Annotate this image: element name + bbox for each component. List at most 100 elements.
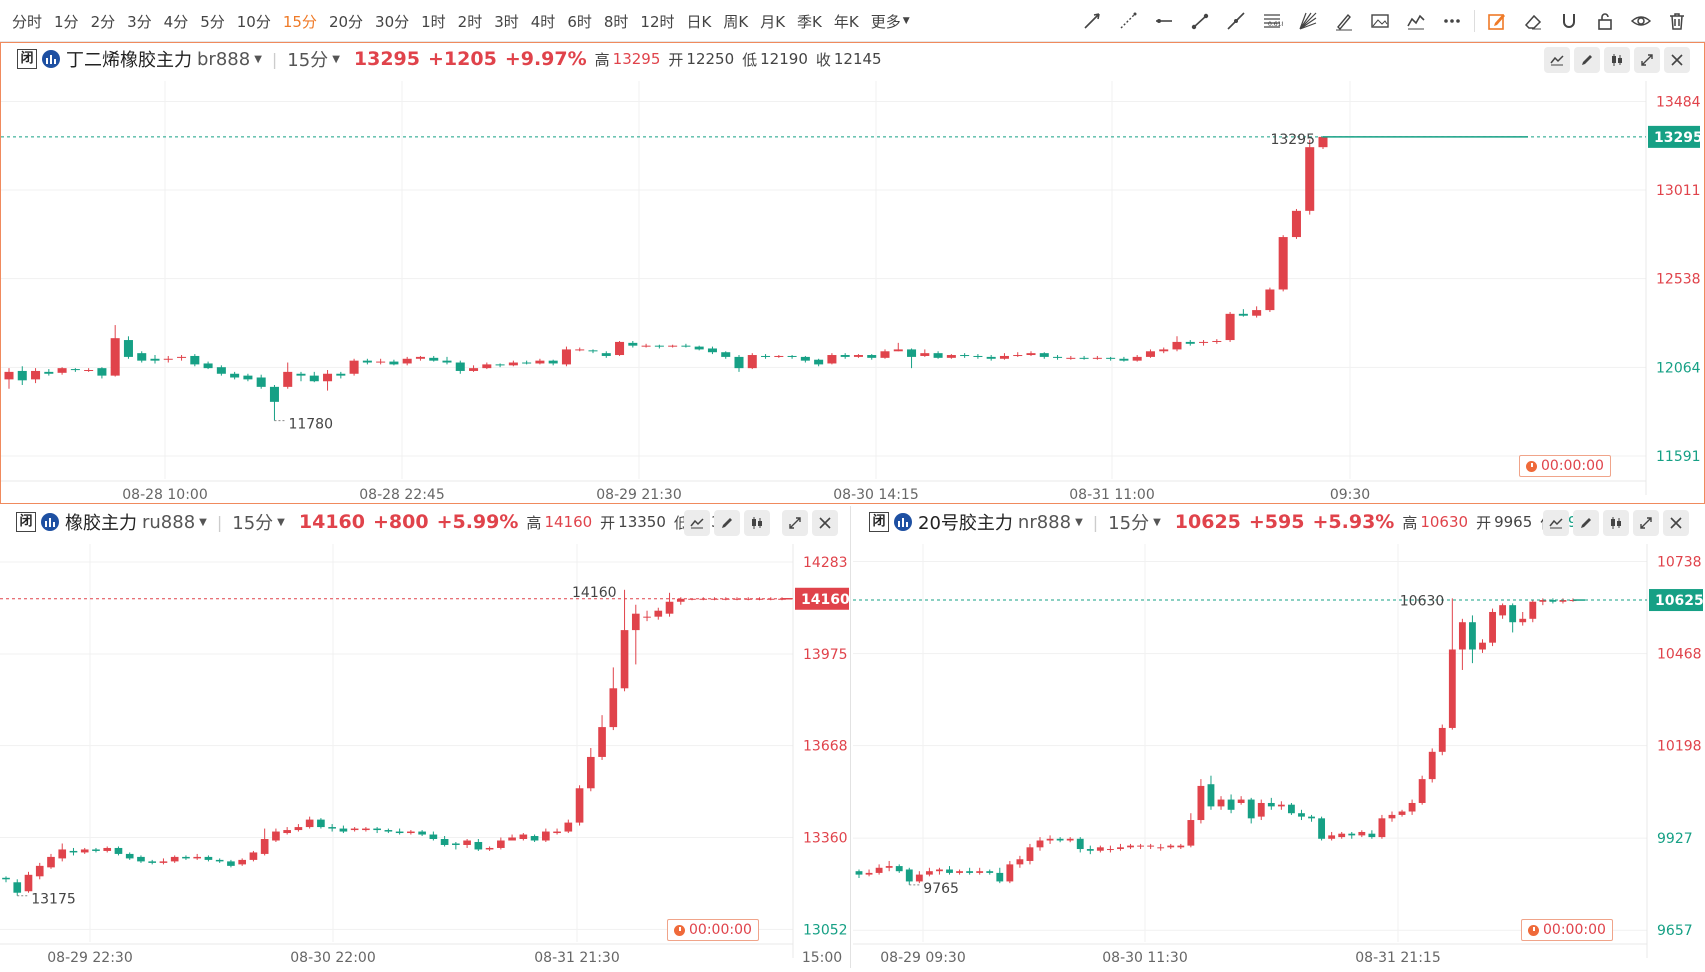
candle-body[interactable] bbox=[960, 355, 970, 357]
candle-body[interactable] bbox=[588, 350, 598, 352]
candle-body[interactable] bbox=[415, 356, 425, 359]
period-14[interactable]: 6时 bbox=[567, 12, 592, 31]
trash-tool[interactable] bbox=[1663, 7, 1691, 35]
draw-button[interactable] bbox=[1573, 510, 1599, 536]
candle-body[interactable] bbox=[1096, 847, 1104, 851]
candle-body[interactable] bbox=[216, 367, 226, 374]
candle-body[interactable] bbox=[1199, 341, 1209, 343]
candle-body[interactable] bbox=[575, 788, 584, 823]
candle-body[interactable] bbox=[598, 727, 606, 757]
candle-body[interactable] bbox=[747, 355, 757, 369]
period-18[interactable]: 周K bbox=[723, 12, 749, 31]
candle-body[interactable] bbox=[159, 861, 168, 863]
candle-body[interactable] bbox=[1277, 804, 1285, 807]
candle-body[interactable] bbox=[1132, 356, 1142, 361]
candle-body[interactable] bbox=[227, 861, 235, 866]
draw-button[interactable] bbox=[714, 510, 740, 536]
candle-body[interactable] bbox=[418, 831, 426, 835]
candle-body[interactable] bbox=[875, 867, 883, 873]
candle-body[interactable] bbox=[641, 345, 651, 347]
chart-type-icon[interactable] bbox=[41, 513, 59, 531]
candle-body[interactable] bbox=[1207, 784, 1215, 807]
candle-body[interactable] bbox=[485, 847, 494, 850]
fibonacci-tool[interactable]: 0.618 bbox=[1258, 7, 1286, 35]
period-19[interactable]: 月K bbox=[760, 12, 786, 31]
candle-body[interactable] bbox=[305, 819, 314, 828]
candle-body[interactable] bbox=[654, 610, 663, 617]
candle-body[interactable] bbox=[1368, 833, 1376, 838]
candle-body[interactable] bbox=[69, 850, 78, 853]
candle-body[interactable] bbox=[384, 830, 393, 832]
candle-body[interactable] bbox=[272, 831, 280, 841]
candle-body[interactable] bbox=[203, 363, 213, 369]
candle-body[interactable] bbox=[1247, 799, 1255, 819]
candle-body[interactable] bbox=[1479, 642, 1486, 650]
candle-body[interactable] bbox=[721, 352, 731, 357]
candle-body[interactable] bbox=[1252, 310, 1262, 316]
candle-body[interactable] bbox=[35, 865, 44, 877]
candle-body[interactable] bbox=[999, 355, 1009, 359]
close-panel-button[interactable] bbox=[812, 510, 838, 536]
candle-body[interactable] bbox=[309, 375, 319, 382]
chart-type-icon[interactable] bbox=[42, 50, 60, 68]
candle-body[interactable] bbox=[193, 856, 202, 859]
candle-body[interactable] bbox=[522, 362, 532, 364]
candle-body[interactable] bbox=[163, 358, 173, 360]
candle-body[interactable] bbox=[57, 368, 67, 373]
candle-body[interactable] bbox=[733, 598, 741, 600]
period-4[interactable]: 4分 bbox=[163, 12, 189, 31]
candle-body[interactable] bbox=[676, 598, 685, 602]
candle-body[interactable] bbox=[1212, 340, 1222, 342]
candle-body[interactable] bbox=[407, 831, 415, 834]
candle-body[interactable] bbox=[933, 353, 943, 358]
candle-body[interactable] bbox=[1348, 833, 1356, 836]
more-caret-icon[interactable]: ▼ bbox=[902, 16, 910, 26]
candle-body[interactable] bbox=[230, 373, 240, 378]
candle-body[interactable] bbox=[744, 598, 753, 600]
candle-body[interactable] bbox=[349, 360, 359, 374]
symbol-name[interactable]: 橡胶主力 bbox=[65, 513, 137, 534]
brush-tool[interactable] bbox=[1330, 7, 1358, 35]
symbol-dropdown-icon[interactable]: ▼ bbox=[199, 516, 207, 528]
candle-body[interactable] bbox=[2, 877, 10, 880]
candle-body[interactable] bbox=[482, 364, 492, 369]
candlestick-chart[interactable]: 13484 13011 12538 12064 11591 13295 08-28 10:0… bbox=[1, 71, 1704, 503]
candle-body[interactable] bbox=[609, 688, 618, 728]
candle-body[interactable] bbox=[1227, 799, 1235, 810]
candle-body[interactable] bbox=[508, 362, 518, 366]
candle-body[interactable] bbox=[469, 368, 479, 371]
candle-body[interactable] bbox=[976, 871, 984, 873]
candle-body[interactable] bbox=[339, 828, 348, 832]
candle-body[interactable] bbox=[170, 856, 179, 862]
candle-body[interactable] bbox=[1318, 818, 1326, 839]
candle-body[interactable] bbox=[734, 356, 744, 369]
candle-body[interactable] bbox=[24, 874, 33, 892]
chart-panel-nr888[interactable]: 闭 20号胶主力 nr888 ▼ | 15分 ▼ 10625 +595 +5.9… bbox=[853, 506, 1705, 968]
candle-body[interactable] bbox=[601, 353, 611, 356]
candle-body[interactable] bbox=[907, 349, 917, 357]
candle-body[interactable] bbox=[1308, 816, 1315, 819]
period-1[interactable]: 1分 bbox=[54, 12, 79, 31]
symbol-code[interactable]: ru888 bbox=[142, 511, 196, 533]
candle-body[interactable] bbox=[1106, 357, 1116, 359]
candle-body[interactable] bbox=[215, 859, 224, 862]
candle-body[interactable] bbox=[474, 841, 483, 850]
maximize-button[interactable] bbox=[1633, 510, 1659, 536]
candle-body[interactable] bbox=[1318, 136, 1328, 148]
candle-body[interactable] bbox=[1305, 147, 1315, 211]
candle-body[interactable] bbox=[97, 368, 107, 376]
more-tools-tool[interactable] bbox=[1438, 7, 1466, 35]
chart-panel-ru888[interactable]: 闭 橡胶主力 ru888 ▼ | 15分 ▼ 14160 +800 +5.99%… bbox=[0, 506, 851, 968]
candle-body[interactable] bbox=[497, 840, 505, 848]
candle-body[interactable] bbox=[442, 360, 452, 363]
candle-body[interactable] bbox=[1499, 605, 1507, 616]
candle-body[interactable] bbox=[774, 355, 784, 357]
lock-tool[interactable] bbox=[1591, 7, 1619, 35]
candle-body[interactable] bbox=[395, 831, 404, 834]
candle-body[interactable] bbox=[654, 345, 664, 347]
period-10[interactable]: 1时 bbox=[421, 12, 446, 31]
candle-body[interactable] bbox=[1509, 605, 1517, 623]
candle-body[interactable] bbox=[1237, 799, 1245, 803]
period-16[interactable]: 12时 bbox=[640, 12, 675, 31]
candle-body[interactable] bbox=[1079, 357, 1089, 359]
